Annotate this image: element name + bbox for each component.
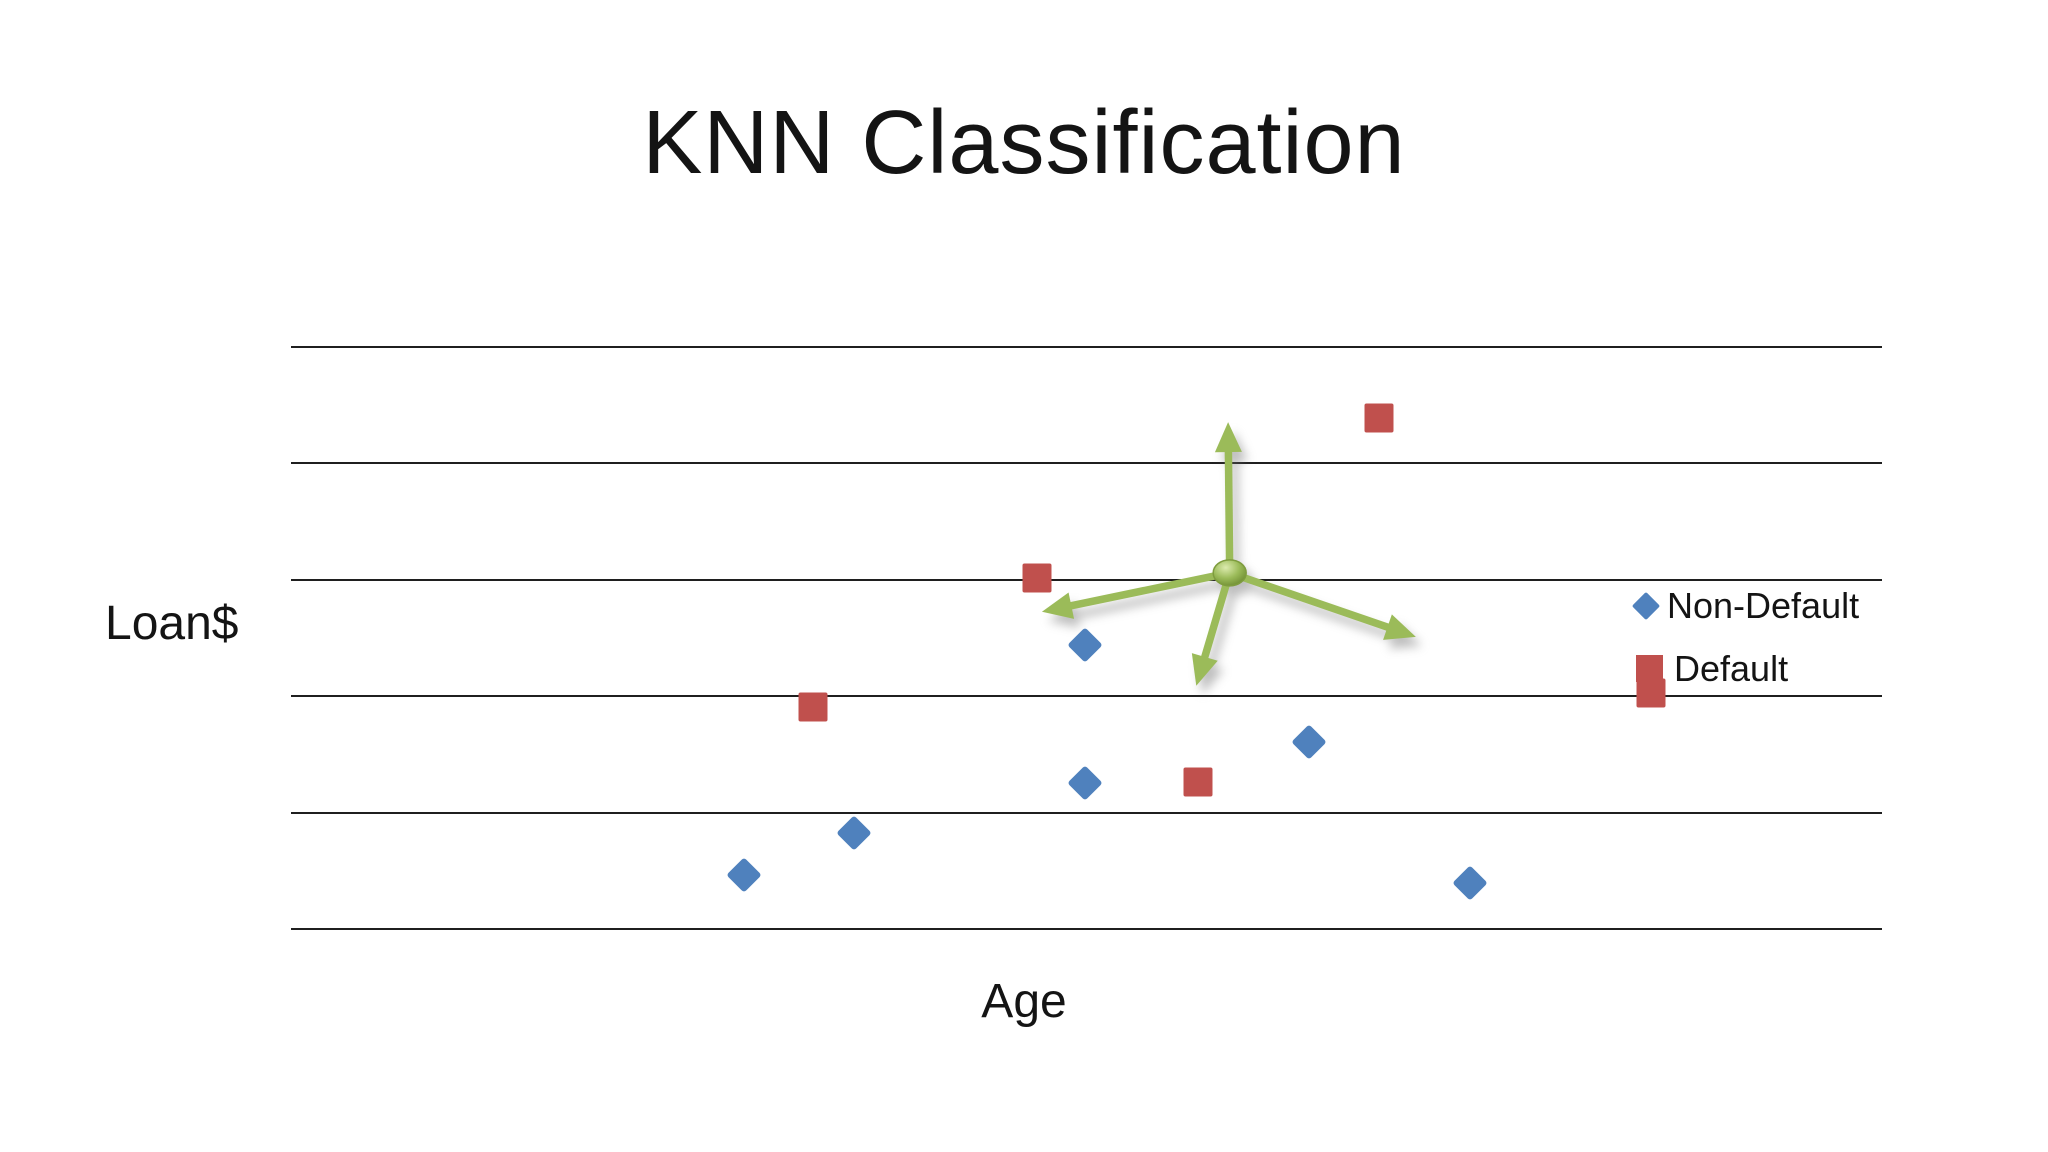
legend-label-non-default: Non-Default [1667,584,1860,626]
scatter-point-default [1183,767,1213,797]
legend-item-default: Default [1636,637,1859,700]
scatter-point-default [1022,563,1052,593]
knn-arrow-left-shaft [1064,569,1231,611]
knn-arrow-up-head [1214,422,1242,453]
legend-label-default: Default [1674,647,1789,689]
knn-arrow-down-shaft [1199,571,1234,664]
query-point [1212,559,1247,587]
gridline [291,695,1882,698]
knn-arrow-right-head [1383,614,1416,640]
y-axis-label: Loan$ [105,597,239,650]
non-default-diamond-icon [1631,591,1661,620]
gridline [291,578,1882,581]
chart-title: KNN Classification [642,93,1406,193]
legend-item-non-default: Non-Default [1631,574,1860,637]
plot-area [291,346,1882,930]
scatter-point-default [1636,678,1666,708]
scatter-point-default [1364,403,1394,433]
knn-arrow-down-head [1191,653,1218,686]
gridline [291,928,1882,930]
knn-arrow-up-shaft [1224,446,1234,573]
knn-overlay [1041,422,1416,686]
default-square-icon [1636,655,1663,682]
gridline [291,811,1882,814]
legend: Non-Default Default [1631,574,1860,700]
gridline [291,346,1882,348]
knn-arrow-left-head [1041,592,1075,619]
x-axis-label: Age [981,975,1067,1028]
gridline [291,462,1882,465]
knn-arrow-right-shaft [1228,569,1395,633]
scatter-point-default [798,692,828,722]
